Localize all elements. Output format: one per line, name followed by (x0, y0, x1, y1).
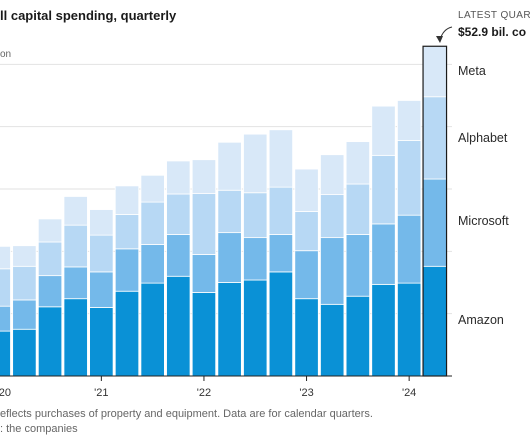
bar-segment-microsoft (268, 234, 294, 273)
bar-segment-alphabet (12, 265, 37, 301)
bar-segment-amazon (422, 265, 447, 377)
bar-segment-meta (243, 133, 268, 194)
bar-segment-meta (37, 218, 63, 243)
bar-segment-microsoft (89, 271, 114, 308)
callout-arrowhead (436, 36, 443, 43)
bar-segment-amazon (217, 282, 242, 377)
footnote: eflects purchases of property and equipm… (0, 407, 373, 437)
bar-segment-alphabet (345, 183, 371, 235)
bar-segment-amazon (243, 279, 268, 377)
x-tick-label: 2020 (0, 387, 11, 399)
bar-segment-meta (345, 141, 371, 185)
x-tick-label: '22 (197, 387, 211, 399)
bar-segment-amazon (166, 275, 191, 377)
bar-segment-meta (140, 174, 165, 203)
bar-segment-microsoft (371, 223, 396, 285)
bar-segment-alphabet (63, 224, 88, 268)
bar-segment-meta (396, 100, 422, 141)
legend-label-microsoft: Microsoft (458, 214, 509, 228)
bar-segment-meta (217, 141, 242, 191)
bar-segment-microsoft (37, 275, 63, 308)
bar-segment-alphabet (320, 194, 345, 239)
bar-segment-alphabet (114, 214, 140, 250)
bar-segment-microsoft (191, 254, 217, 293)
legend-label-meta: Meta (458, 64, 486, 78)
footnote-line-1: eflects purchases of property and equipm… (0, 408, 373, 420)
bar-segment-microsoft (422, 178, 447, 267)
bar-segment-microsoft (63, 266, 88, 300)
bar-segment-microsoft (140, 244, 165, 284)
unit-label: on (0, 49, 12, 60)
bar-segment-alphabet (140, 201, 165, 245)
bar-segment-meta (0, 245, 11, 270)
bar-segment-microsoft (243, 237, 268, 281)
bar-segment-alphabet (243, 192, 268, 239)
bar-segment-amazon (396, 282, 422, 377)
bar-segment-meta (12, 245, 37, 267)
bar-segment-alphabet (294, 211, 319, 252)
bar-segment-amazon (37, 306, 63, 377)
bar-segment-amazon (268, 271, 294, 377)
bar-segment-meta (294, 168, 319, 212)
latest-quarter-value: $52.9 bil. co (458, 25, 527, 39)
chart-title: ll capital spending, quarterly (0, 8, 177, 23)
bar-segment-amazon (0, 330, 11, 377)
x-tick-label: '21 (94, 387, 108, 399)
bar-segment-microsoft (294, 250, 319, 300)
bar-segment-microsoft (320, 237, 345, 305)
x-tick-label: '24 (402, 387, 416, 399)
bar-segment-alphabet (0, 268, 11, 307)
bar-segment-meta (371, 105, 396, 156)
bar-segment-amazon (63, 298, 88, 377)
bar-segment-alphabet (371, 154, 396, 225)
bar-segment-amazon (371, 283, 396, 377)
bar-segment-alphabet (396, 139, 422, 216)
legend-label-alphabet: Alphabet (458, 131, 508, 145)
bar-segment-alphabet (422, 96, 447, 180)
bar-segment-meta (320, 154, 345, 196)
x-tick-label: '23 (299, 387, 313, 399)
bar-segment-alphabet (217, 189, 242, 234)
bar-segment-alphabet (268, 186, 294, 235)
bar-segment-alphabet (89, 234, 114, 273)
bar-segment-meta (63, 196, 88, 226)
bar-segment-microsoft (396, 214, 422, 284)
bar-segment-microsoft (166, 234, 191, 277)
bar-segment-meta (166, 160, 191, 195)
bar-segment-alphabet (166, 193, 191, 235)
latest-quarter-label: LATEST QUARTE (458, 10, 530, 21)
bar-segment-meta (268, 129, 294, 188)
bar-segment-microsoft (345, 234, 371, 297)
bar-segment-meta (422, 45, 447, 98)
footnote-line-2: : the companies (0, 423, 78, 435)
bar-segment-microsoft (12, 299, 37, 330)
bar-segment-amazon (114, 290, 140, 377)
bar-segment-alphabet (37, 241, 63, 277)
bar-segment-amazon (191, 292, 217, 377)
bar-segment-amazon (294, 298, 319, 377)
bar-segment-amazon (320, 303, 345, 377)
legend-label-amazon: Amazon (458, 313, 504, 327)
bar-segment-amazon (345, 295, 371, 377)
bar-segment-microsoft (0, 305, 11, 332)
bar-segment-amazon (140, 282, 165, 377)
bar-segment-alphabet (191, 192, 217, 255)
bar-segment-meta (191, 159, 217, 194)
bar-segment-meta (89, 209, 114, 236)
bar-segment-amazon (89, 307, 114, 377)
bar-segment-microsoft (217, 232, 242, 283)
bar-segment-meta (114, 185, 140, 215)
bar-segment-amazon (12, 328, 37, 377)
bar-segment-microsoft (114, 248, 140, 292)
